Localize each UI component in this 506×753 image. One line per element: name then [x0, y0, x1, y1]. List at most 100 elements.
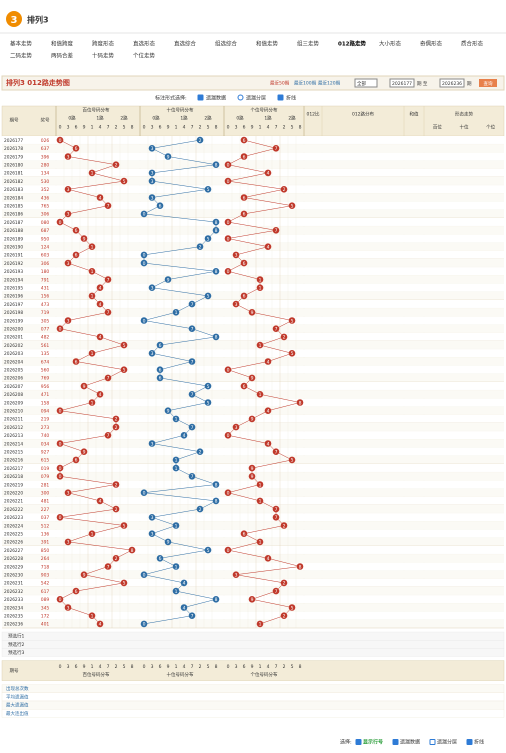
- checkbox[interactable]: [429, 739, 436, 745]
- issue-number: 2026203: [4, 351, 23, 357]
- nav-tab[interactable]: 组选综合: [215, 40, 238, 48]
- digit-header: 2: [115, 125, 118, 131]
- ball-digit: 2: [199, 245, 202, 251]
- ball-digit: 0: [59, 474, 62, 480]
- ball-digit: 0: [59, 327, 62, 333]
- number-ball: [224, 366, 232, 374]
- number-ball: [256, 497, 264, 505]
- section-header: 十位号码分布: [167, 671, 194, 678]
- number-ball: [232, 571, 240, 578]
- digit-header: 8: [131, 125, 134, 131]
- row-bg: [2, 324, 504, 333]
- number-ball: [72, 358, 80, 365]
- issue-number: 2026205: [4, 368, 23, 374]
- nav-tab[interactable]: 和值走势: [256, 40, 279, 48]
- nav-tab[interactable]: 直选形态: [133, 40, 156, 48]
- issue-number: 2026230: [4, 573, 23, 579]
- row-bg: [2, 480, 504, 489]
- digit-header: 9: [251, 125, 254, 131]
- nav-tab[interactable]: 和值跨度: [51, 40, 74, 48]
- checkbox[interactable]: [466, 739, 473, 745]
- number-ball: [224, 218, 232, 226]
- number-ball: [104, 276, 112, 283]
- row-bg: [2, 283, 504, 292]
- nav-tab[interactable]: 012路走势: [338, 40, 366, 48]
- ball-digit: 6: [159, 376, 162, 382]
- number-ball: [196, 448, 204, 456]
- row-bg: [2, 398, 504, 407]
- row-bg: [2, 242, 504, 251]
- stat-row: [1, 692, 505, 702]
- ball-digit: 6: [75, 253, 78, 259]
- query-button[interactable]: [479, 79, 497, 87]
- row-bg: [2, 611, 504, 620]
- filter-link[interactable]: 最近50期: [270, 80, 290, 87]
- issue-number: 2026190: [4, 245, 23, 251]
- digit-header: 4: [183, 125, 186, 131]
- filter-link[interactable]: 最近120期: [318, 80, 341, 87]
- draw-number: 927: [41, 450, 50, 456]
- input-to[interactable]: [439, 78, 465, 88]
- nav-tab[interactable]: 组三走势: [297, 40, 320, 48]
- ball-digit: 2: [283, 335, 286, 341]
- ball-digit: 3: [151, 286, 154, 292]
- ball-digit: 3: [67, 605, 70, 611]
- ball-digit: 9: [83, 236, 86, 242]
- checkbox[interactable]: [197, 94, 204, 101]
- number-ball: [264, 243, 272, 250]
- ball-digit: 8: [215, 335, 218, 341]
- ball-digit: 0: [59, 466, 62, 472]
- checkbox[interactable]: [277, 94, 284, 101]
- ball-digit: 5: [291, 318, 294, 324]
- nav-tab[interactable]: 二码走势: [10, 52, 33, 60]
- draw-number: 615: [41, 458, 50, 464]
- preselect-row: [1, 631, 505, 641]
- nav-tab[interactable]: 十码走势: [92, 52, 115, 60]
- stat-label: 最大遗漏值: [6, 702, 29, 709]
- ball-digit: 0: [227, 368, 230, 374]
- ball-digit: 4: [183, 581, 186, 587]
- filter-link[interactable]: 最近100期: [294, 80, 317, 87]
- row-bg: [2, 496, 504, 505]
- number-ball: [180, 579, 188, 587]
- ball-digit: 5: [207, 187, 210, 193]
- row-bg: [2, 152, 504, 161]
- ball-digit: 3: [235, 425, 238, 431]
- nav-tab[interactable]: 奇偶形态: [420, 40, 443, 48]
- ball-digit: 2: [283, 581, 286, 587]
- ball-digit: 7: [275, 515, 278, 521]
- nav-tab[interactable]: 基本走势: [10, 40, 33, 48]
- number-ball: [80, 571, 88, 578]
- checkbox[interactable]: [237, 94, 244, 101]
- column-header: 期号: [10, 668, 19, 674]
- number-ball: [240, 382, 248, 390]
- nav-tab[interactable]: 个位走势: [133, 52, 156, 60]
- number-ball: [212, 333, 220, 341]
- issue-number: 2026187: [4, 220, 23, 226]
- nav-tab[interactable]: 大小形态: [379, 40, 402, 48]
- checkbox[interactable]: [392, 739, 399, 745]
- number-ball: [56, 407, 64, 415]
- nav-tab[interactable]: 质合形态: [461, 40, 484, 48]
- draw-number: 396: [41, 154, 50, 160]
- checkbox[interactable]: [355, 739, 362, 745]
- issue-number: 2026219: [4, 482, 23, 488]
- nav-tab[interactable]: 直选综合: [174, 40, 197, 48]
- number-ball: [256, 620, 264, 628]
- nav-tab[interactable]: 两码合差: [51, 52, 74, 60]
- draw-number: 765: [41, 204, 50, 210]
- number-ball: [272, 514, 280, 521]
- draw-number: 306: [41, 261, 50, 267]
- number-ball: [224, 161, 232, 168]
- row-bg: [2, 423, 504, 432]
- number-ball: [80, 448, 88, 456]
- input-from[interactable]: [389, 78, 415, 88]
- number-ball: [112, 423, 120, 431]
- ball-digit: 6: [75, 146, 78, 152]
- select-box[interactable]: [354, 78, 378, 88]
- draw-number: 674: [41, 359, 50, 365]
- ball-digit: 1: [259, 286, 262, 292]
- section-header: 百位号码分布: [83, 107, 110, 114]
- nav-tab[interactable]: 跨度形态: [92, 40, 115, 48]
- number-ball: [280, 579, 288, 587]
